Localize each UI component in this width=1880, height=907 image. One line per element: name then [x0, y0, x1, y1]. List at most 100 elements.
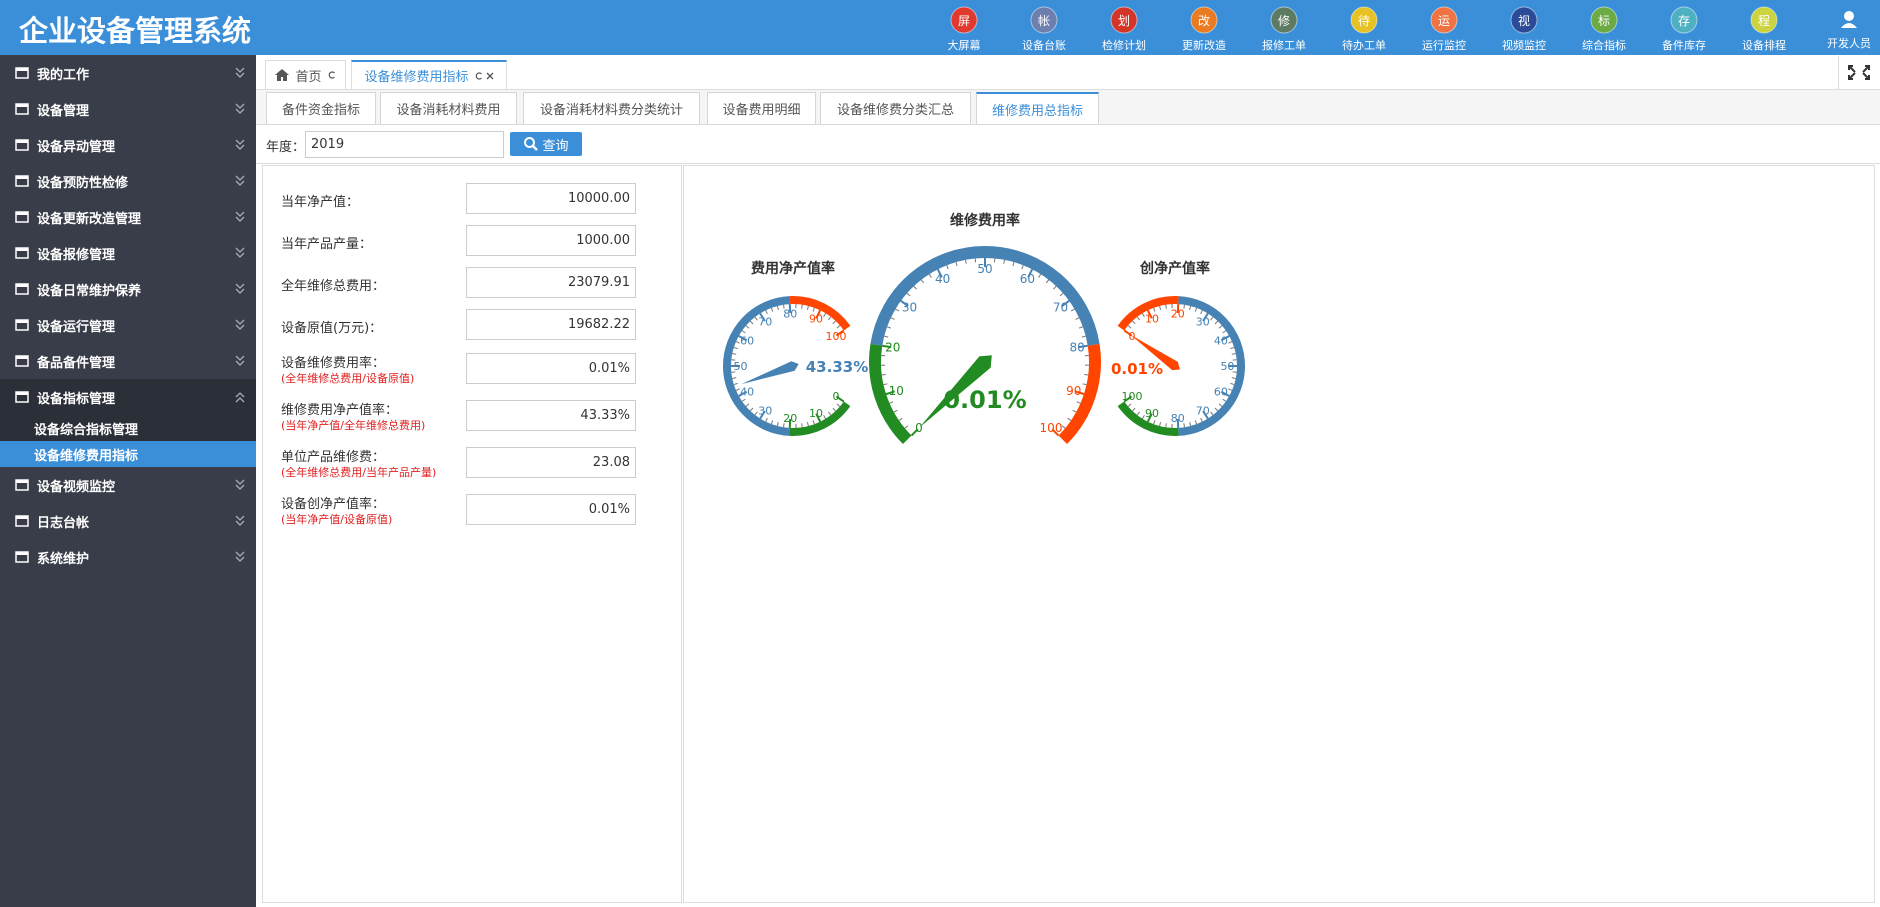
nav-label[interactable]: 大屏幕 [947, 39, 981, 52]
menu-item[interactable]: 设备报修管理 [0, 235, 256, 271]
menu-item[interactable]: 我的工作 [0, 55, 256, 91]
field-formula: (全年维修总费用/当年产品产量) [281, 466, 437, 479]
menu-item[interactable]: 备品备件管理 [0, 343, 256, 379]
nav-icon[interactable]: 屏 [949, 5, 979, 35]
gauge-minor-tick [801, 304, 803, 309]
menu-icon-bar [16, 480, 28, 483]
nav-icon[interactable]: 帐 [1029, 5, 1059, 35]
gauge-minor-tick [1189, 422, 1192, 427]
gauge-minor-tick [1072, 409, 1077, 413]
gauge-minor-tick [1222, 398, 1227, 402]
gauge-band [869, 343, 912, 445]
gauge-minor-tick [770, 307, 774, 312]
nav-icon[interactable]: 待 [1349, 5, 1379, 35]
gauge-tick-label: 100 [1040, 421, 1063, 435]
user-icon[interactable] [1839, 9, 1859, 29]
sub-tab[interactable]: 设备消耗材料费分类统计 [523, 92, 700, 125]
field-label: 当年净产值： [281, 195, 360, 210]
submenu-item[interactable]: 设备综合指标管理 [0, 415, 256, 441]
gauge-minor-tick [783, 304, 785, 309]
nav-label[interactable]: 报修工单 [1262, 39, 1306, 52]
menu-icon-bar [16, 356, 28, 359]
field-value[interactable]: 23.08 [466, 447, 636, 478]
sub-tab[interactable]: 设备消耗材料费用 [380, 92, 517, 125]
header: 企业设备管理系统 开发人员 屏大屏幕 帐设备台账 划检修计划 改更新改造 修报修工单 待待… [0, 0, 1880, 55]
nav-icon[interactable]: 程 [1749, 5, 1779, 35]
menu-icon [15, 139, 29, 151]
nav-icon[interactable]: 划 [1109, 5, 1139, 35]
nav-icon[interactable]: 标 [1589, 5, 1619, 35]
gauge-minor-tick [1082, 383, 1087, 386]
field-value[interactable]: 19682.22 [466, 309, 636, 340]
query-button[interactable]: 查询 [510, 132, 582, 156]
chevron-path [235, 67, 245, 78]
menu-icon [15, 247, 29, 259]
sub-tab[interactable]: 备件资金指标 [266, 92, 376, 125]
nav-label[interactable]: 更新改造 [1182, 39, 1226, 52]
sub-tab[interactable]: 设备维修费分类汇总 [820, 92, 971, 125]
tab[interactable]: 设备维修费用指标 [351, 60, 507, 89]
gauge-tick [1202, 410, 1209, 420]
tab-close[interactable] [486, 72, 494, 80]
menu-item[interactable]: 设备管理 [0, 91, 256, 127]
tab[interactable]: 首页 [265, 60, 346, 89]
field-value[interactable]: 0.01% [466, 494, 636, 525]
menu-item[interactable]: 设备日常维护保养 [0, 271, 256, 307]
sub-tab[interactable]: 维修费用总指标 [976, 92, 1099, 125]
fullscreen-button[interactable] [1838, 56, 1879, 89]
gauge-tick [1146, 309, 1153, 319]
nav-icon[interactable]: 视 [1509, 5, 1539, 35]
gauge-tick-label: 20 [783, 412, 797, 425]
nav-label[interactable]: 检修计划 [1102, 39, 1146, 52]
year-input[interactable]: 2019 [305, 131, 504, 158]
menu-item[interactable]: 设备指标管理 [0, 379, 256, 415]
nav-icon[interactable]: 修 [1269, 5, 1299, 35]
nav-label[interactable]: 待办工单 [1342, 39, 1386, 52]
nav-icon[interactable]: 改 [1189, 5, 1219, 35]
nav-icon[interactable]: 存 [1669, 5, 1699, 35]
refresh-path [328, 71, 335, 79]
gauge-minor-tick [1067, 417, 1072, 421]
menu-item[interactable]: 设备更新改造管理 [0, 199, 256, 235]
nav-label[interactable]: 备件库存 [1662, 39, 1706, 52]
tab-refresh[interactable] [475, 71, 483, 80]
menu-item[interactable]: 设备运行管理 [0, 307, 256, 343]
field-value[interactable]: 10000.00 [466, 183, 636, 214]
menu-item[interactable]: 系统维护 [0, 539, 256, 575]
menu-item[interactable]: 设备视频监控 [0, 467, 256, 503]
gauge-minor-tick [1136, 411, 1141, 416]
tab-label: 设备维修费用指标 [364, 70, 469, 85]
gauge-minor-tick [1021, 265, 1024, 270]
nav-label[interactable]: 视频监控 [1502, 39, 1546, 52]
gauge-minor-tick [1084, 374, 1089, 376]
gauge-panel: 费用净产值率 0 10 20 30 40 50 60 70 80 90 100 43.33% 维修费用率 0… [683, 165, 1875, 903]
gauge-minor-tick [806, 422, 809, 427]
field-value[interactable]: 1000.00 [466, 225, 636, 256]
menu-icon [15, 391, 29, 403]
tab-refresh[interactable] [328, 71, 336, 79]
gauge-minor-tick [1141, 313, 1145, 317]
gauge-minor-tick [765, 417, 768, 422]
nav-label[interactable]: 综合指标 [1582, 39, 1626, 52]
field-value[interactable]: 43.33% [466, 400, 636, 431]
user-name[interactable]: 开发人员 [1827, 37, 1871, 50]
gauge-title: 费用净产值率 [751, 260, 835, 277]
nav-label[interactable]: 设备台账 [1022, 39, 1066, 52]
nav-icon[interactable]: 运 [1429, 5, 1459, 35]
chevron [235, 319, 245, 330]
menu-label: 设备指标管理 [37, 391, 116, 407]
menu-item[interactable]: 日志台帐 [0, 503, 256, 539]
nav-label[interactable]: 设备排程 [1742, 39, 1786, 52]
field-value[interactable]: 23079.91 [466, 267, 636, 298]
gauge-minor-tick [886, 326, 892, 329]
sub-tab[interactable]: 设备费用明细 [707, 92, 816, 125]
submenu-item[interactable]: 设备维修费用指标 [0, 441, 256, 467]
menu-item[interactable]: 设备预防性检修 [0, 163, 256, 199]
menu-item[interactable]: 设备异动管理 [0, 127, 256, 163]
gauge-title: 创净产值率 [1139, 260, 1210, 277]
field-value[interactable]: 0.01% [466, 353, 636, 384]
gauge-minor-tick [1127, 325, 1132, 329]
chevron [235, 551, 245, 562]
nav-label[interactable]: 运行监控 [1422, 39, 1466, 52]
gauge-minor-tick [1165, 304, 1167, 309]
